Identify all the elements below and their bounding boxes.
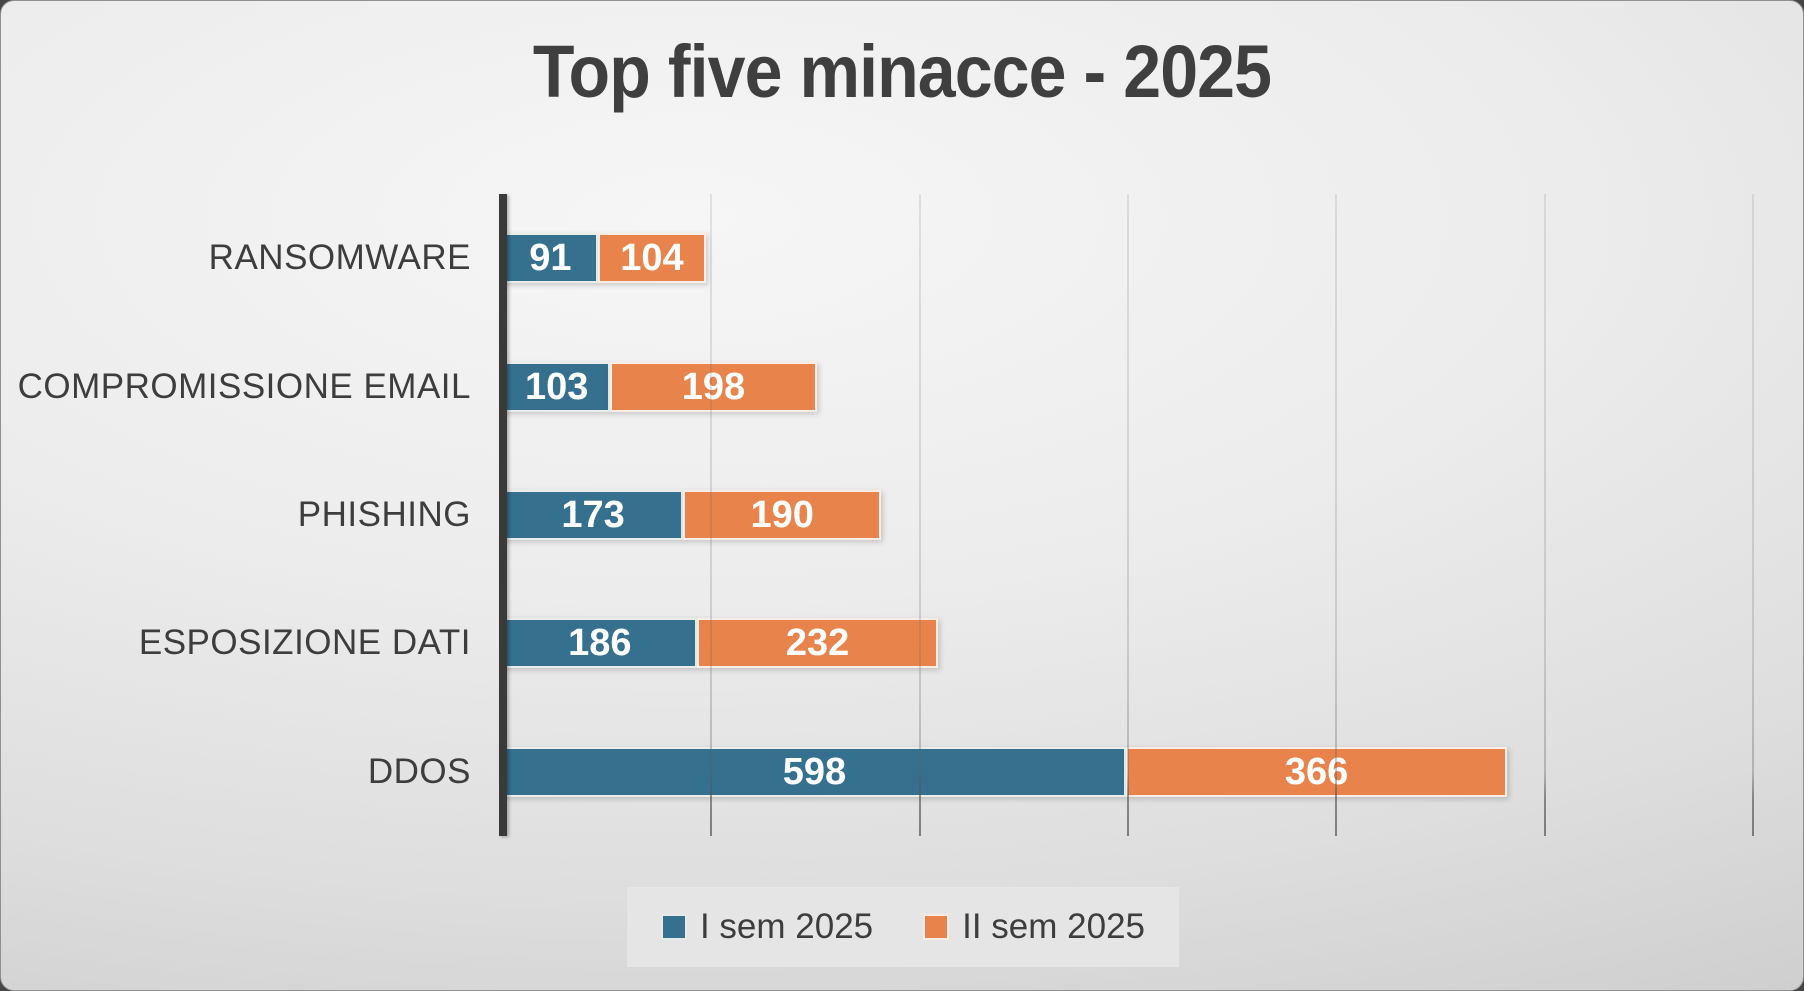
data-label: 186 [568, 622, 632, 665]
bar-segment-ii-sem-2025: 190 [683, 490, 882, 540]
category-label-ddos: DDOS [367, 751, 471, 791]
bar-segment-i-sem-2025: 103 [503, 361, 611, 412]
legend-label-i-sem-2025: I sem 2025 [699, 907, 874, 946]
category-axis-labels: RANSOMWARE COMPROMISSIONE EMAIL PHISHING ES… [1, 194, 471, 836]
bar-segment-i-sem-2025: 598 [503, 746, 1126, 797]
legend-item-i-sem-2025: I sem 2025 [660, 907, 874, 947]
legend-label-ii-sem-2025: II sem 2025 [962, 907, 1146, 946]
legend-swatch-i-sem-2025 [660, 914, 687, 940]
bar-segment-ii-sem-2025: 198 [610, 361, 817, 412]
bar-segment-ii-sem-2025: 366 [1125, 746, 1508, 797]
data-label: 598 [782, 750, 847, 793]
data-label: 91 [529, 237, 572, 280]
bar-segment-ii-sem-2025: 232 [696, 618, 939, 669]
data-label: 232 [785, 622, 850, 665]
data-label: 190 [750, 494, 814, 536]
bar-row-ddos: 598 366 [503, 746, 1508, 797]
data-label: 198 [681, 365, 746, 408]
bar-segment-i-sem-2025: 173 [503, 490, 684, 540]
category-label-compromissione-email: COMPROMISSIONE EMAIL [17, 366, 471, 406]
bar-segment-i-sem-2025: 91 [503, 233, 598, 284]
category-axis-line [499, 194, 507, 836]
data-label: 173 [561, 494, 625, 536]
bar-row-esposizione-dati: 186 232 [503, 618, 939, 669]
gridline-800 [1335, 194, 1338, 836]
data-label: 104 [620, 237, 684, 280]
legend: I sem 2025 II sem 2025 [627, 887, 1179, 967]
chart-title: Top five minacce - 2025 [532, 30, 1272, 113]
category-label-phishing: PHISHING [297, 494, 471, 534]
bar-segment-ii-sem-2025: 104 [597, 233, 707, 284]
data-label: 103 [524, 365, 589, 408]
gridline-1200 [1751, 194, 1754, 836]
gridline-600 [1126, 194, 1129, 836]
bar-row-phishing: 173 190 [503, 490, 882, 540]
gridline-1000 [1543, 194, 1546, 836]
legend-swatch-ii-sem-2025 [923, 914, 950, 940]
bar-segment-i-sem-2025: 186 [503, 618, 697, 669]
gridline-400 [918, 194, 921, 836]
bar-row-ransomware: 91 104 [503, 233, 707, 284]
category-label-ransomware: RANSOMWARE [208, 238, 471, 278]
category-label-esposizione-dati: ESPOSIZIONE DATI [138, 623, 471, 663]
legend-item-ii-sem-2025: II sem 2025 [923, 907, 1145, 947]
data-label: 366 [1284, 750, 1349, 793]
plot-area: 91 104 103 198 173 190 186 232 598 366 [499, 194, 1803, 836]
gridline-200 [710, 194, 713, 836]
bar-row-compromissione-email: 103 198 [503, 361, 817, 412]
